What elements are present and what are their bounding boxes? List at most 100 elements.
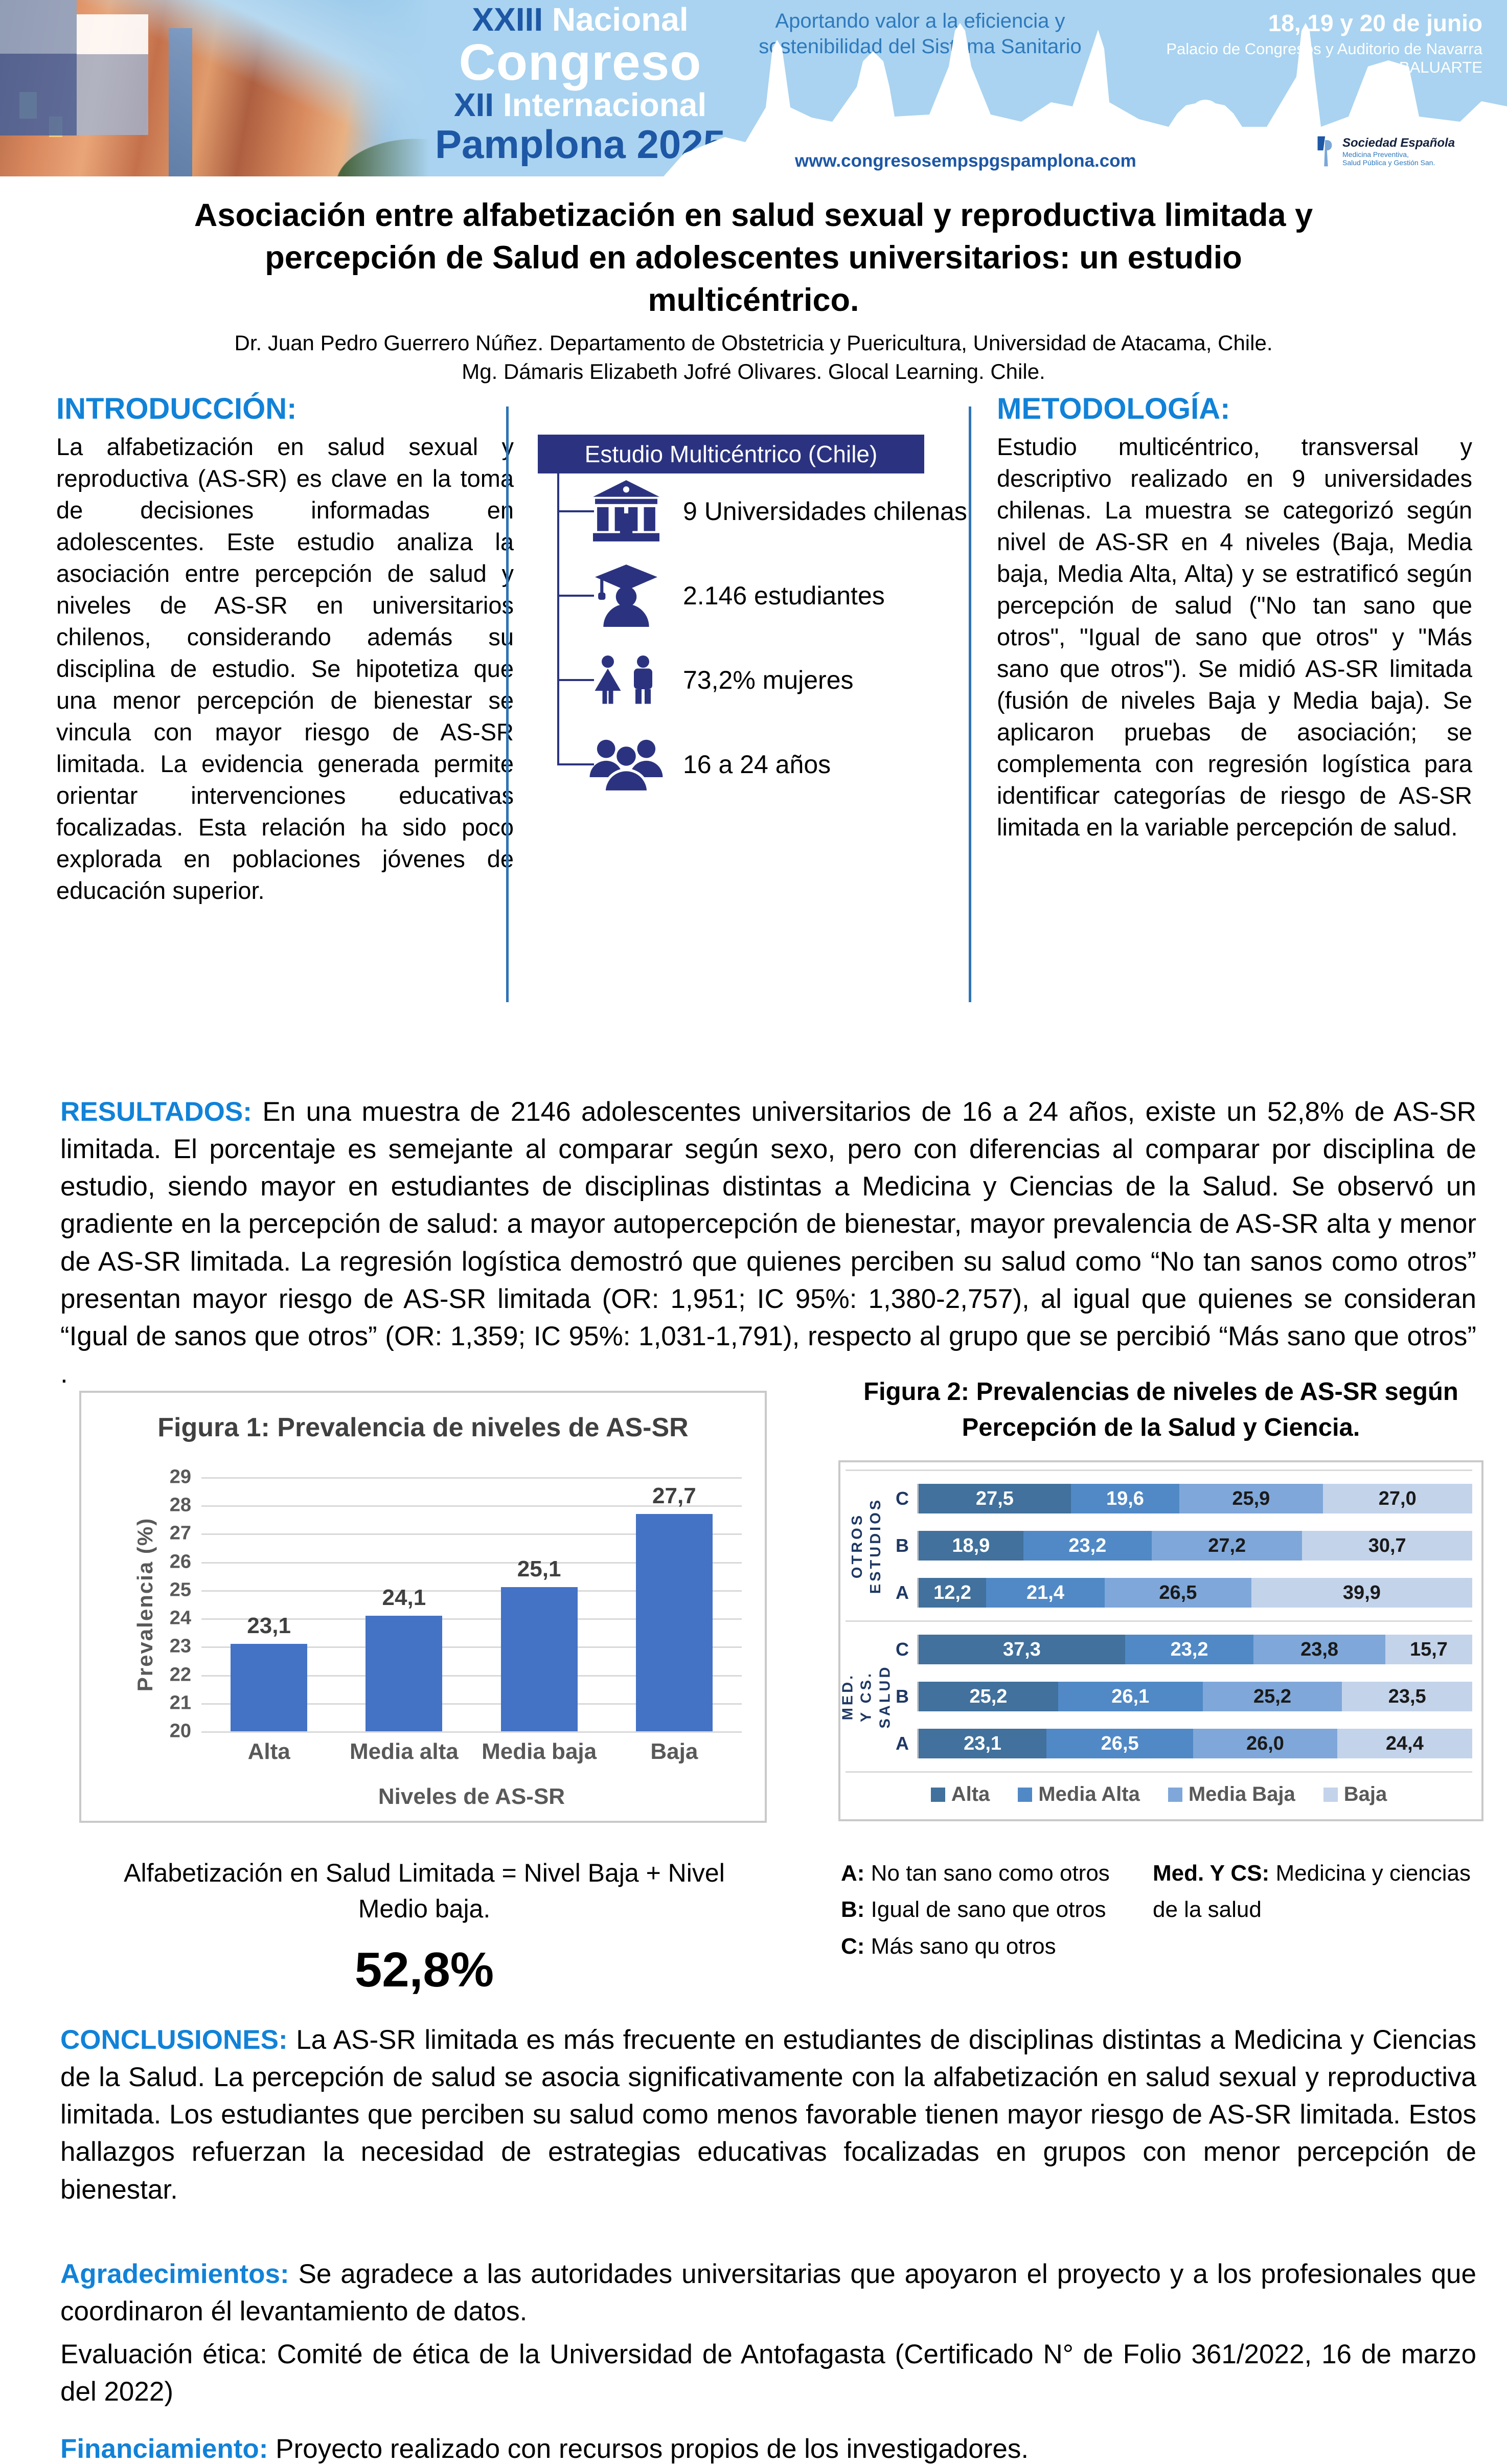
- bar-segment: 26,0: [1193, 1729, 1337, 1758]
- ethics-section: Evaluación ética: Comité de ética de la …: [60, 2336, 1476, 2410]
- ethics-body: Comité de ética de la Universidad de Ant…: [60, 2339, 1476, 2407]
- conclusions-heading: CONCLUSIONES:: [60, 2025, 288, 2055]
- figure2-chart-body: OTROS ESTUDIOS C 27,5 19,6 25,9 27,0 B 18,9 23,2…: [840, 1470, 1472, 1773]
- congress-line-nacional: XXIII Nacional: [429, 3, 731, 36]
- legend-med-key: Med. Y CS:: [1153, 1861, 1270, 1886]
- row-letter: C: [896, 1488, 909, 1509]
- legend-b-key: B:: [841, 1897, 865, 1923]
- figure1-x-categories: Alta Media alta Media baja Baja: [201, 1739, 742, 1770]
- title-line3: multicéntrico.: [648, 282, 859, 319]
- bar-segment: 39,9: [1251, 1578, 1472, 1608]
- figure1-note-line2: Medio baja.: [358, 1894, 491, 1923]
- infographic-label-age: 16 a 24 años: [683, 750, 831, 779]
- legend-a-text: No tan sano como otros: [864, 1861, 1110, 1886]
- legend-swatch: [930, 1787, 945, 1802]
- methodology-heading: METODOLOGÍA:: [997, 392, 1230, 425]
- figure1-title: Figura 1: Prevalencia de niveles de AS-S…: [157, 1413, 689, 1442]
- congress-numeral-xii: XII: [453, 86, 494, 124]
- figure2-title-line2: Percepción de la Salud y Ciencia.: [962, 1413, 1360, 1441]
- bar-segment: 25,9: [1179, 1484, 1323, 1513]
- x-category-label: Media alta: [350, 1739, 459, 1764]
- stacked-bar: 18,9 23,2 27,2 30,7: [917, 1531, 1472, 1561]
- venue-line: Palacio de Congresos y Auditorio de Nava…: [1166, 40, 1482, 76]
- congress-line-internacional: XII Internacional: [429, 88, 731, 122]
- author-line2: Mg. Dámaris Elizabeth Jofré Olivares. Gl…: [462, 359, 1045, 383]
- infographic-header: Estudio Multicéntrico (Chile): [538, 435, 924, 473]
- y-tick-label: 25: [169, 1579, 191, 1601]
- legend-a-key: A:: [841, 1861, 865, 1886]
- group-rows: C 27,5 19,6 25,9 27,0 B 18,9 23,2 27,2 30,7 A 12,2 2…: [887, 1475, 1472, 1616]
- bar-segment: 26,5: [1104, 1578, 1251, 1608]
- y-tick-label: 22: [169, 1664, 191, 1686]
- congress-numeral-xxiii: XXIII: [472, 1, 543, 38]
- poster-title: Asociación entre alfabetización en salud…: [115, 194, 1392, 322]
- society-logo: Sociedad Española Medicina Preventiva, S…: [1310, 128, 1492, 175]
- infographic-item-universities: 9 Universidades chilenas: [588, 473, 967, 550]
- bar-segment: 15,7: [1385, 1635, 1472, 1664]
- legend-med-text1: Medicina y ciencias: [1269, 1861, 1471, 1886]
- row-letter: A: [896, 1733, 909, 1754]
- figure1-bar-chart: Figura 1: Prevalencia de niveles de AS-S…: [79, 1391, 767, 1823]
- y-tick-label: 26: [169, 1551, 191, 1573]
- infographic-item-age: 16 a 24 años: [588, 726, 966, 803]
- congress-website-url: www.congresosempspgspamplona.com: [795, 151, 1136, 171]
- funding-body: Proyecto realizado con recursos propios …: [268, 2434, 1029, 2464]
- infographic-connector-stub: [557, 763, 594, 765]
- mosaic-square: [0, 54, 77, 135]
- congress-word-nacional: Nacional: [552, 1, 689, 38]
- conclusions-section: CONCLUSIONES: La AS-SR limitada es más f…: [60, 2021, 1476, 2208]
- stacked-bar: 23,1 26,5 26,0 24,4: [917, 1729, 1472, 1758]
- infographic-connector-stub: [557, 510, 594, 512]
- stacked-bar: 37,3 23,2 23,8 15,7: [917, 1635, 1472, 1664]
- bar-segment: 26,5: [1046, 1729, 1194, 1758]
- bar-segment: 23,5: [1342, 1682, 1472, 1711]
- results-heading: RESULTADOS:: [60, 1097, 252, 1127]
- bar: [231, 1643, 308, 1731]
- y-tick-label: 24: [169, 1607, 191, 1629]
- infographic-label-women: 73,2% mujeres: [683, 666, 854, 694]
- legend-med-text2: de la salud: [1153, 1897, 1262, 1923]
- limited-literacy-percentage: 52,8%: [354, 1942, 494, 1997]
- bar-segment: 30,7: [1302, 1531, 1472, 1561]
- bar-segment: 18,9: [919, 1531, 1023, 1561]
- figure1-note: Alfabetización en Salud Limitada = Nivel…: [92, 1855, 757, 2004]
- congress-word-congreso: Congreso: [459, 34, 702, 92]
- bar-segment: 23,2: [1125, 1635, 1254, 1664]
- pamplona-street-photo: [0, 0, 429, 176]
- figure2-med-legend: Med. Y CS: Medicina y ciencias de la sal…: [1153, 1855, 1485, 1928]
- gridline: [201, 1618, 742, 1620]
- chart-group: OTROS ESTUDIOS C 27,5 19,6 25,9 27,0 B 18,9 23,2…: [846, 1470, 1472, 1620]
- mosaic-square: [77, 14, 148, 54]
- group-label: OTROS ESTUDIOS: [846, 1475, 887, 1616]
- title-line2: percepción de Salud en adolescentes univ…: [265, 240, 1242, 276]
- bar-segment: 25,2: [1202, 1682, 1342, 1711]
- bar-segment: 26,1: [1058, 1682, 1203, 1711]
- society-name: Sociedad Española: [1342, 135, 1455, 150]
- bar: [635, 1513, 713, 1731]
- authors: Dr. Juan Pedro Guerrero Núñez. Departame…: [115, 329, 1392, 386]
- gridline: [201, 1505, 742, 1507]
- legend-swatch: [1168, 1787, 1182, 1802]
- legend-label: Media Baja: [1188, 1783, 1295, 1805]
- stacked-bar: 25,2 26,1 25,2 23,5: [917, 1682, 1472, 1711]
- infographic-connector-line: [557, 473, 559, 765]
- introduction-body: La alfabetización en salud sexual y repr…: [56, 433, 514, 905]
- conclusions-body: La AS-SR limitada es más frecuente en es…: [60, 2025, 1476, 2205]
- congress-word-pamplona: Pamplona: [435, 121, 626, 167]
- bar-segment: 27,0: [1322, 1484, 1472, 1513]
- gridline: [201, 1731, 742, 1733]
- society-line3: Salud Pública y Gestión San.: [1342, 159, 1435, 167]
- bar-segment: 25,2: [919, 1682, 1058, 1711]
- bar-segment: 12,2: [919, 1578, 987, 1608]
- legend-c-key: C:: [841, 1933, 865, 1959]
- legend-item: Baja: [1323, 1783, 1387, 1806]
- congress-word-internacional: Internacional: [503, 86, 707, 124]
- bar-value-label: 25,1: [517, 1556, 561, 1582]
- results-body: En una muestra de 2146 adolescentes univ…: [60, 1097, 1476, 1389]
- figure2-legend: Alta Media Alta Media Baja Baja: [846, 1773, 1472, 1806]
- x-category-label: Media baja: [482, 1739, 597, 1764]
- ethics-heading: Evaluación ética:: [60, 2339, 267, 2369]
- group-label-text: MED. Y CS. SALUD: [839, 1664, 894, 1729]
- university-icon: [588, 478, 665, 545]
- figure1-plot-area: Prevalencia (%) 29 28 27 26 25 24 23 22 21 20 23,1…: [133, 1466, 742, 1742]
